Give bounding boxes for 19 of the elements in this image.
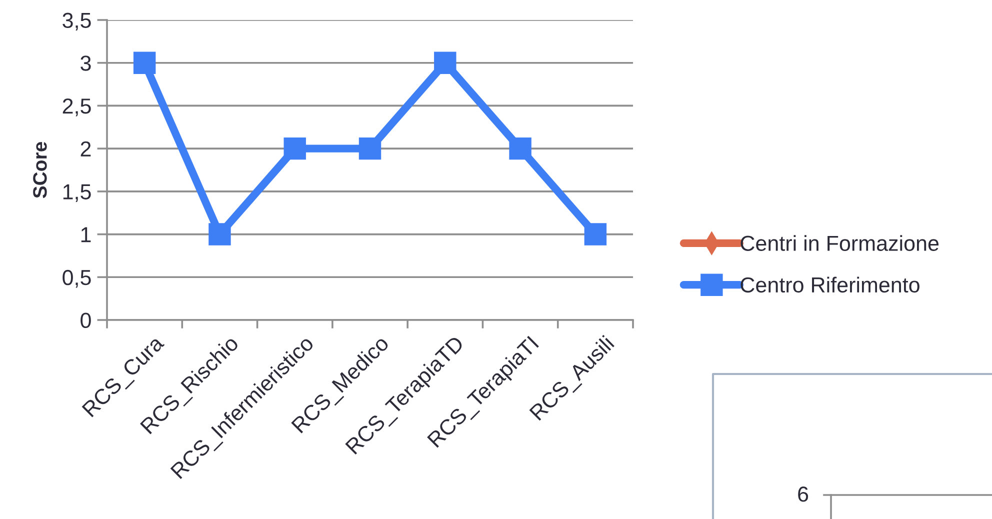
y-tick-label: 1 <box>81 227 91 242</box>
y-tick-label: 2,5 <box>62 98 91 116</box>
point <box>434 52 456 74</box>
y-tick-label: 3,5 <box>62 12 91 31</box>
point <box>284 137 306 160</box>
point <box>133 52 156 74</box>
point <box>358 137 382 160</box>
y-tick-label: 0,5 <box>62 270 91 288</box>
y-axis-title: SCore <box>33 142 47 198</box>
y-tick-label: 0 <box>80 312 91 328</box>
text: 6 <box>798 486 808 502</box>
y-tick-label: 1,5 <box>63 184 91 202</box>
point <box>509 137 532 160</box>
y-tick-label: 2 <box>80 141 91 156</box>
y-tick-label: 3 <box>80 56 91 71</box>
legend-label: Centro Riferimento <box>740 276 920 293</box>
point <box>584 223 607 246</box>
legend-label: Centri in Formazione <box>740 235 939 251</box>
point <box>208 223 231 246</box>
